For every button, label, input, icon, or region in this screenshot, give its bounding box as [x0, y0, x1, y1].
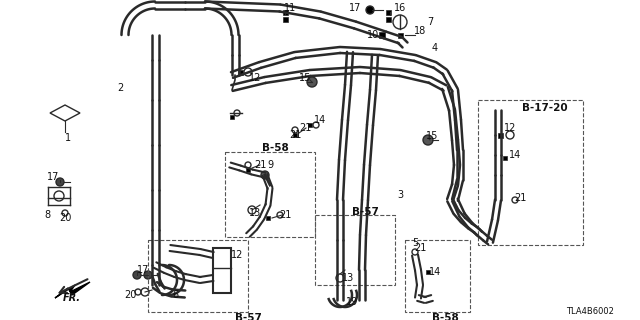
Text: 7: 7 — [427, 17, 433, 27]
Text: B-17-20: B-17-20 — [522, 103, 568, 113]
Circle shape — [423, 135, 433, 145]
Text: 17: 17 — [47, 172, 59, 182]
Bar — [148, 240, 248, 312]
Text: 14: 14 — [429, 267, 441, 277]
Polygon shape — [55, 282, 90, 298]
Bar — [315, 215, 395, 285]
Text: 14: 14 — [509, 150, 521, 160]
Text: 12: 12 — [231, 250, 243, 260]
Text: 15: 15 — [426, 131, 438, 141]
Bar — [426, 270, 430, 274]
Text: 8: 8 — [44, 210, 50, 220]
Bar — [503, 156, 507, 160]
Text: 9: 9 — [267, 160, 273, 170]
Text: 17: 17 — [137, 265, 149, 275]
Text: B-57: B-57 — [351, 207, 378, 217]
Text: 11: 11 — [284, 3, 296, 13]
Bar — [225, 152, 315, 237]
Circle shape — [307, 77, 317, 87]
Text: 20: 20 — [59, 213, 71, 223]
Text: B-57: B-57 — [235, 313, 261, 320]
Circle shape — [133, 271, 141, 279]
Bar — [282, 17, 287, 21]
Text: TLA4B6002: TLA4B6002 — [566, 308, 614, 316]
Text: 12: 12 — [249, 73, 261, 83]
Text: 19: 19 — [346, 297, 358, 307]
Bar — [246, 168, 250, 172]
Text: FR.: FR. — [63, 293, 81, 303]
Bar — [497, 132, 502, 138]
Text: 18: 18 — [414, 26, 426, 36]
Bar — [266, 216, 270, 220]
Text: 4: 4 — [432, 43, 438, 53]
Text: 21: 21 — [254, 160, 266, 170]
Bar — [308, 123, 312, 127]
Text: 20: 20 — [124, 290, 136, 300]
Text: 13: 13 — [342, 273, 354, 283]
Text: 3: 3 — [397, 190, 403, 200]
Text: 21: 21 — [279, 210, 291, 220]
Text: 6: 6 — [172, 290, 178, 300]
Text: 17: 17 — [349, 3, 361, 13]
Bar — [379, 32, 385, 38]
Bar — [385, 17, 390, 21]
Circle shape — [56, 178, 64, 186]
Bar — [213, 248, 231, 293]
Text: B-58: B-58 — [431, 313, 458, 320]
Bar — [385, 10, 390, 14]
Text: 12: 12 — [504, 123, 516, 133]
Text: 21: 21 — [299, 123, 311, 133]
Circle shape — [144, 271, 152, 279]
Text: 15: 15 — [299, 73, 311, 83]
Bar — [405, 240, 470, 312]
Text: 13: 13 — [249, 208, 261, 218]
Bar — [397, 33, 403, 37]
Bar — [230, 115, 234, 119]
Bar — [237, 69, 243, 75]
Circle shape — [366, 6, 374, 14]
Bar — [293, 133, 297, 137]
Text: 14: 14 — [314, 115, 326, 125]
Bar — [478, 100, 583, 245]
Circle shape — [261, 171, 269, 179]
Text: 1: 1 — [65, 133, 71, 143]
Text: 10: 10 — [367, 30, 379, 40]
Text: B-58: B-58 — [262, 143, 289, 153]
Text: 21: 21 — [514, 193, 526, 203]
Text: 5: 5 — [412, 238, 418, 248]
Text: 2: 2 — [117, 83, 123, 93]
Bar — [282, 10, 287, 14]
Text: 21: 21 — [289, 130, 301, 140]
Text: 21: 21 — [414, 243, 426, 253]
Text: 16: 16 — [394, 3, 406, 13]
